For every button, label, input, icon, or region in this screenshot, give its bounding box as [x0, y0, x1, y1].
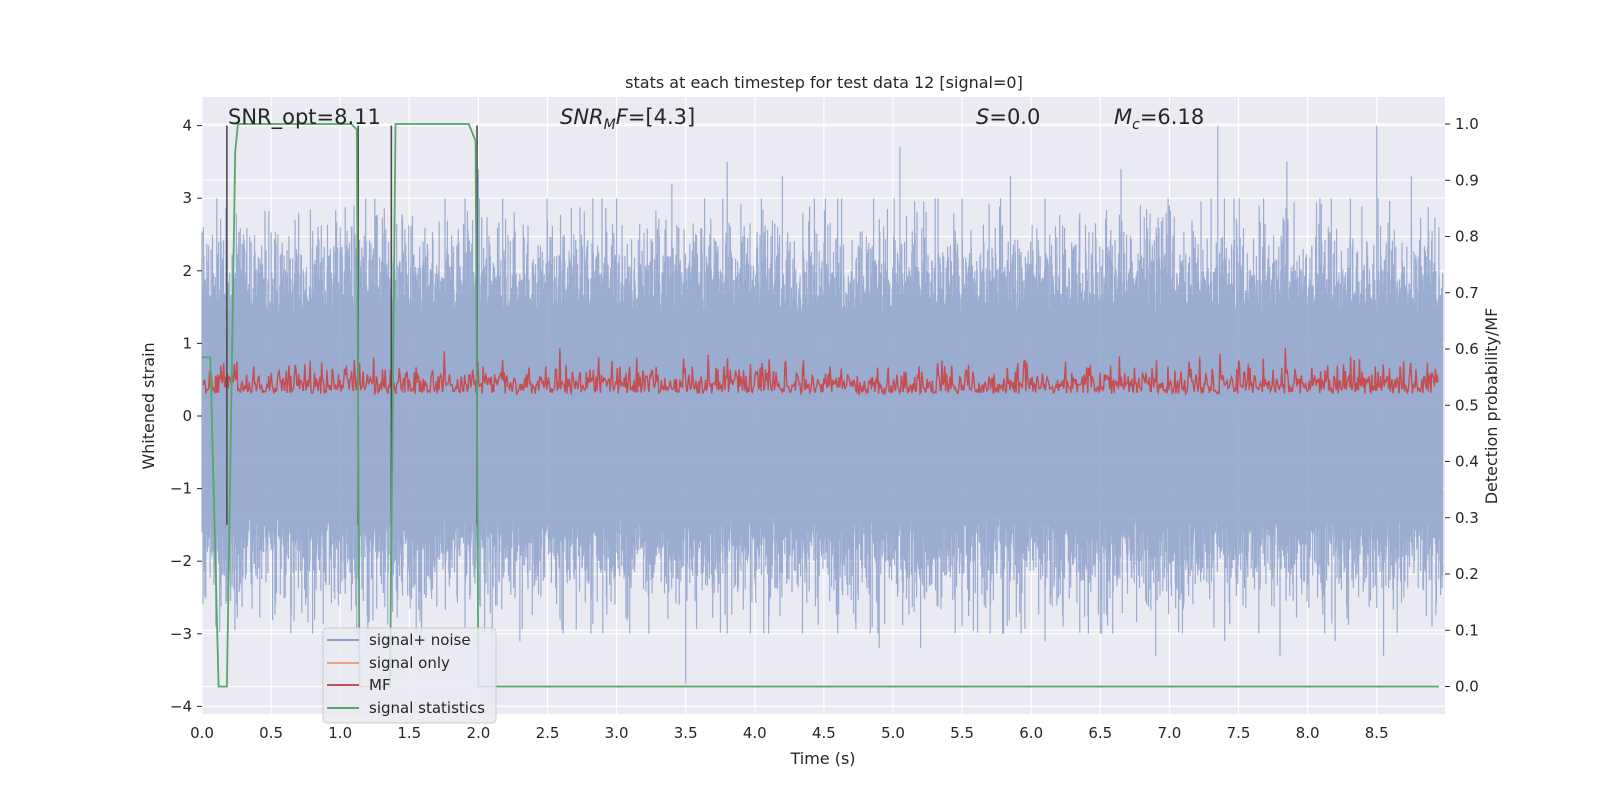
x-tick-label: 6.0: [1019, 724, 1043, 742]
x-tick-label: 3.0: [605, 724, 629, 742]
y2-ticks: 1.0 0.9 0.8 0.7 0.6 0.5 0.4 0.3 0.2 0.1 0.0: [1445, 115, 1479, 696]
legend-box: [322, 627, 497, 724]
chart-title: stats at each timestep for test data 12 …: [625, 73, 1023, 92]
x-tick-label: 2.0: [466, 724, 490, 742]
snr-mf-subscript: M: [604, 117, 616, 133]
y-axis-label: Whitened strain: [139, 342, 158, 469]
y2-tick-label: 0.0: [1455, 678, 1479, 696]
y2-tick-label: 0.5: [1455, 396, 1479, 414]
y2-axis-label: Detection probability/MF: [1482, 308, 1501, 505]
legend-label-mf: MF: [369, 676, 391, 694]
y-tick-label: 0: [182, 407, 192, 425]
y2-tick-label: 0.3: [1455, 509, 1479, 527]
x-ticks: 0.0 0.5 1.0 1.5 2.0 2.5 3.0 3.5 4.0 4.5 5.0 5.5 6.0 6…: [190, 724, 1389, 742]
y-tick-label: 2: [182, 262, 192, 280]
x-tick-label: 6.5: [1088, 724, 1112, 742]
x-tick-label: 4.5: [812, 724, 836, 742]
y-tick-label: −4: [170, 697, 192, 715]
x-tick-label: 7.0: [1157, 724, 1181, 742]
y2-tick-label: 0.4: [1455, 453, 1479, 471]
legend-label-signal-only: signal only: [369, 654, 450, 672]
snr-mf-value: =[4.3]: [628, 105, 695, 129]
x-tick-label: 0.5: [259, 724, 283, 742]
y-tick-label: 4: [182, 117, 192, 135]
legend: signal+ noise signal only MF signal stat…: [322, 627, 497, 724]
y-ticks: 4 3 2 1 0 −1 −2 −3 −4: [170, 117, 202, 715]
y2-tick-label: 0.2: [1455, 565, 1479, 583]
x-tick-label: 1.5: [397, 724, 421, 742]
y-tick-label: −1: [170, 480, 192, 498]
y-tick-label: −2: [170, 552, 192, 570]
y2-tick-label: 0.1: [1455, 621, 1479, 639]
legend-label-signal-noise: signal+ noise: [369, 631, 471, 649]
mc-subscript: c: [1132, 117, 1140, 133]
mf-series: [202, 347, 1439, 397]
annotation-snr-mf: SNRMF=[4.3]: [560, 105, 695, 133]
mc-symbol: M: [1114, 105, 1132, 129]
mc-value: =6.18: [1140, 105, 1204, 129]
y-tick-label: 3: [182, 189, 192, 207]
annotation-snr-opt: SNR_opt=8.11: [228, 105, 381, 130]
annotation-s: S=0.0: [976, 105, 1040, 129]
legend-label-signal-statistics: signal statistics: [369, 699, 485, 717]
x-tick-label: 2.5: [536, 724, 560, 742]
s-symbol: S: [976, 105, 989, 129]
snr-mf-f: F: [616, 105, 629, 129]
x-tick-label: 7.5: [1227, 724, 1251, 742]
y2-tick-label: 0.7: [1455, 284, 1479, 302]
x-tick-label: 5.5: [950, 724, 974, 742]
y2-tick-label: 0.6: [1455, 340, 1479, 358]
y2-tick-label: 0.8: [1455, 228, 1479, 246]
y-tick-label: −3: [170, 625, 192, 643]
x-tick-label: 4.0: [743, 724, 767, 742]
x-tick-label: 5.0: [881, 724, 905, 742]
mf-line: [202, 347, 1439, 397]
x-tick-label: 8.0: [1296, 724, 1320, 742]
x-tick-label: 3.5: [674, 724, 698, 742]
y2-tick-label: 0.9: [1455, 171, 1479, 189]
x-tick-label: 0.0: [190, 724, 214, 742]
y-tick-label: 1: [182, 334, 192, 352]
x-axis-label: Time (s): [789, 749, 855, 768]
annotation-mc: Mc=6.18: [1114, 105, 1204, 133]
y2-tick-label: 1.0: [1455, 115, 1479, 133]
x-tick-label: 8.5: [1365, 724, 1389, 742]
x-tick-label: 1.0: [328, 724, 352, 742]
snr-mf-symbol: SNR: [560, 105, 604, 129]
s-value: =0.0: [989, 105, 1040, 129]
